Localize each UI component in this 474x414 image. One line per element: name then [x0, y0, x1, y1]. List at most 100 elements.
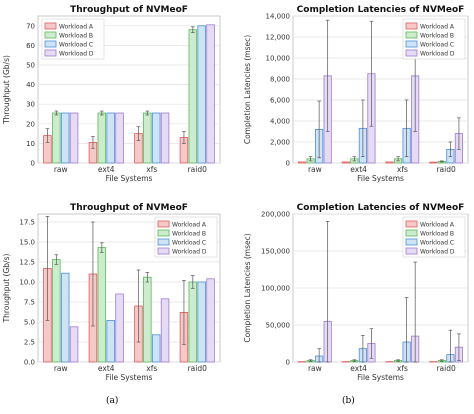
y-tick-label: 150,000	[261, 248, 290, 256]
x-tick-label: raw	[54, 165, 68, 174]
chart-title: Completion Latencies of NVMeoF	[297, 203, 465, 213]
legend-label: Workload B	[420, 231, 454, 238]
legend-label: Workload C	[172, 240, 206, 247]
bar	[106, 319, 115, 363]
y-tick-label: 100,000	[261, 285, 290, 293]
y-tick-label: 10.0	[19, 279, 35, 287]
bar	[160, 112, 170, 164]
y-tick-label: 20	[26, 120, 35, 128]
legend-label: Workload B	[420, 33, 454, 40]
bar	[197, 25, 206, 164]
y-tick-label: 0	[286, 359, 290, 367]
bar	[341, 161, 350, 164]
legend-label: Workload C	[420, 42, 454, 49]
y-tick-label: 10	[26, 140, 35, 148]
y-axis-label: Completion Latencies (msec)	[243, 35, 252, 144]
panel-label-a: (a)	[106, 396, 119, 406]
x-tick-label: xfs	[146, 165, 157, 174]
x-tick-label: xfs	[146, 364, 157, 373]
y-tick-label: 50	[26, 62, 35, 70]
legend-swatch	[405, 31, 418, 39]
bar	[429, 161, 438, 164]
legend-swatch	[44, 49, 57, 57]
legend-label: Workload C	[420, 240, 454, 247]
y-tick-label: 60	[26, 42, 35, 50]
legend-swatch	[157, 220, 170, 228]
y-tick-label: 4,000	[270, 118, 290, 126]
legend-swatch	[44, 31, 57, 39]
x-axis-label: File Systems	[106, 373, 153, 382]
x-tick-label: raid0	[436, 364, 456, 373]
legend-label: Workload A	[172, 222, 207, 229]
legend-swatch	[405, 22, 418, 30]
x-tick-label: raw	[54, 364, 68, 373]
bar	[206, 24, 215, 164]
y-tick-label: 14,000	[266, 13, 291, 21]
bar	[188, 29, 198, 164]
y-tick-label: 15.0	[19, 239, 35, 247]
y-tick-label: 50,000	[266, 322, 291, 330]
bar	[151, 334, 161, 363]
legend-swatch	[44, 40, 57, 48]
legend-label: Workload D	[420, 249, 455, 256]
x-tick-label: xfs	[397, 165, 408, 174]
x-tick-label: ext4	[98, 364, 115, 373]
bar	[206, 278, 215, 363]
x-tick-label: raid0	[188, 165, 208, 174]
y-tick-label: 6,000	[270, 97, 290, 105]
legend-label: Workload D	[420, 51, 455, 58]
bar	[151, 112, 161, 164]
legend-label: Workload C	[59, 42, 93, 49]
bar	[69, 112, 79, 164]
bar	[52, 112, 61, 164]
legend-swatch	[405, 247, 418, 255]
x-tick-label: ext4	[98, 165, 115, 174]
legend-label: Workload A	[420, 24, 455, 31]
y-tick-label: 5.0	[24, 319, 35, 327]
legend-label: Workload B	[59, 33, 93, 40]
legend-swatch	[405, 238, 418, 246]
y-tick-label: 2,000	[270, 139, 290, 147]
legend-swatch	[44, 22, 57, 30]
bar	[197, 281, 206, 363]
x-axis-label: File Systems	[106, 174, 153, 183]
bar	[106, 112, 115, 164]
bar	[60, 112, 70, 164]
x-tick-label: xfs	[397, 364, 408, 373]
bar	[97, 112, 107, 164]
bar	[143, 276, 152, 363]
y-tick-label: 40	[26, 81, 35, 89]
x-axis-label: File Systems	[357, 373, 404, 382]
legend-label: Workload B	[172, 231, 206, 238]
chart-2: 0 2,000 4,000 6,000 8,000 10,000 12,000 14,000 r…	[243, 5, 469, 183]
x-tick-label: raid0	[188, 364, 208, 373]
legend-swatch	[405, 220, 418, 228]
x-tick-label: raid0	[436, 165, 456, 174]
bar	[60, 272, 70, 363]
y-tick-label: 12,000	[266, 34, 291, 42]
legend-label: Workload D	[172, 249, 207, 256]
y-tick-label: 0	[31, 160, 35, 168]
bar	[52, 259, 61, 363]
x-tick-label: raw	[308, 364, 322, 373]
y-axis-label: Throughput (Gb/s)	[2, 254, 11, 324]
chart-3: 0.0 2.5 5.0 7.5 10.0 12.5 15.0 17.5 raw ext4 xfs ra…	[2, 203, 221, 382]
y-tick-label: 8,000	[270, 76, 290, 84]
chart-4: 0 50,000 100,000 150,000 200,000 raw ext4 xfs ra…	[243, 203, 469, 382]
y-axis-label: Throughput (Gb/s)	[2, 55, 11, 125]
y-tick-label: 30	[26, 101, 35, 109]
legend-swatch	[405, 229, 418, 237]
y-axis-label: Completion Latencies (msec)	[243, 233, 252, 342]
y-tick-label: 0	[286, 160, 290, 168]
legend-swatch	[157, 229, 170, 237]
legend: Workload A Workload B Workload C Workload D	[154, 216, 218, 258]
legend: Workload A Workload B Workload C Workload D	[402, 216, 466, 258]
x-tick-label: raw	[308, 165, 322, 174]
x-tick-label: ext4	[350, 364, 367, 373]
y-tick-label: 0.0	[24, 359, 35, 367]
bar	[298, 161, 307, 164]
x-tick-label: ext4	[350, 165, 367, 174]
bar	[160, 298, 170, 363]
legend-label: Workload D	[59, 51, 94, 58]
